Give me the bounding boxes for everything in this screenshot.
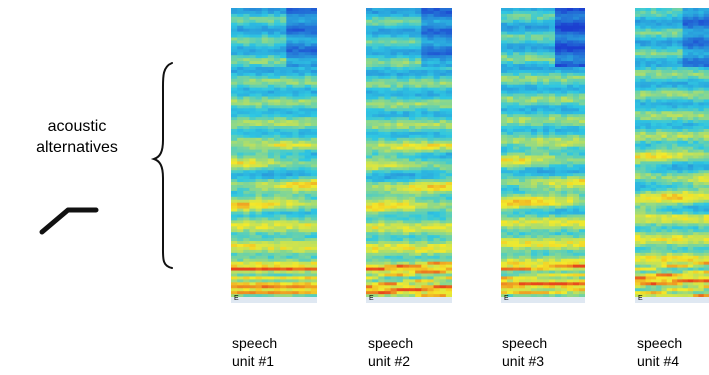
corner-mark: E xyxy=(504,295,509,302)
corner-mark: E xyxy=(638,295,643,302)
spectrogram-image: E xyxy=(501,8,585,303)
spectrogram-image: E xyxy=(366,8,452,303)
corner-mark: E xyxy=(234,295,239,302)
spectrogram-unit-1: E xyxy=(231,8,317,303)
spectrogram-image: E xyxy=(635,8,709,303)
curly-brace xyxy=(150,62,173,269)
acoustic-alternatives-caption: acoustic alternatives xyxy=(2,116,152,158)
speech-unit-4-label: speech unit #4 xyxy=(637,335,683,369)
speech-unit-1-label: speech unit #1 xyxy=(232,335,278,369)
caption-line-2: alternatives xyxy=(36,139,118,156)
speech-unit-3-label: speech unit #3 xyxy=(502,335,548,369)
spectrogram-unit-2: E xyxy=(366,8,452,303)
caption-line-1: acoustic xyxy=(47,118,107,135)
spectrogram-image: E xyxy=(231,8,317,303)
spectrogram-unit-4: E xyxy=(635,8,709,303)
spectrogram-unit-3: E xyxy=(501,8,585,303)
speech-unit-2-label: speech unit #2 xyxy=(368,335,414,369)
corner-mark: E xyxy=(369,295,374,302)
tick-mark xyxy=(39,207,99,235)
